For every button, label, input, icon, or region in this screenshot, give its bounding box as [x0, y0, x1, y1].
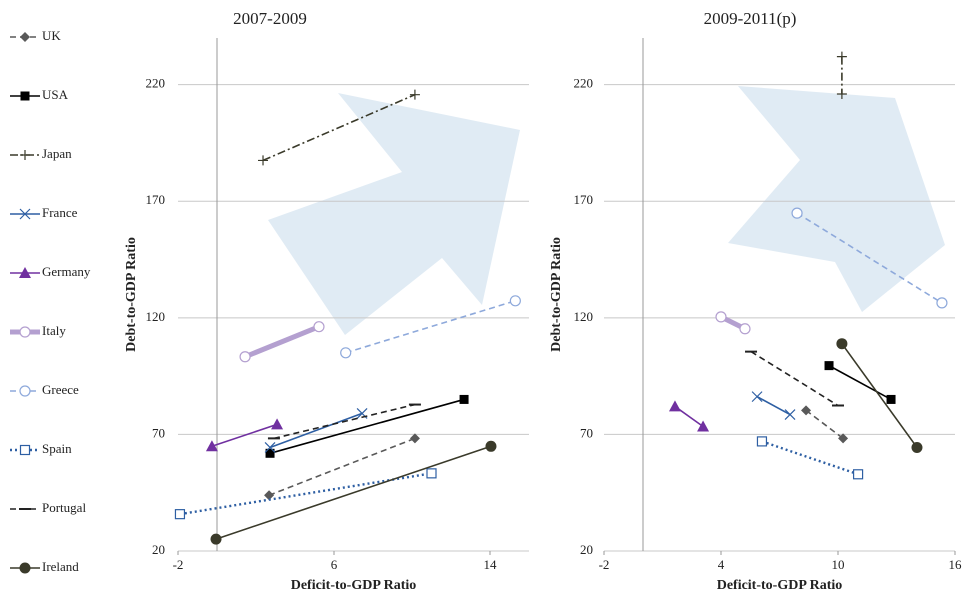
- x-tick-label: 6: [331, 557, 338, 572]
- series-line: [828, 364, 892, 401]
- marker: [836, 88, 847, 99]
- marker: [459, 394, 469, 404]
- legend-label: Italy: [42, 323, 66, 338]
- legend-label: Germany: [42, 264, 91, 279]
- plots: 2007-2009 Deficit-to-GDP Ratio Debt-to-GDP…: [124, 9, 962, 593]
- panel-title: 2007-2009: [233, 9, 307, 28]
- y-tick-label: 20: [580, 542, 593, 557]
- series-line: [211, 423, 278, 448]
- trend-arrow: [728, 86, 945, 312]
- marker: [426, 468, 437, 479]
- marker: [265, 448, 275, 458]
- marker: [697, 420, 710, 432]
- panel-title: 2009-2011(p): [704, 9, 797, 28]
- legend-label: Japan: [42, 146, 72, 161]
- panel: 2007-2009 Deficit-to-GDP Ratio Debt-to-GDP…: [124, 9, 529, 593]
- y-tick-label: 70: [580, 425, 593, 440]
- marker: [19, 208, 31, 220]
- y-tick-label: 70: [152, 425, 165, 440]
- marker: [852, 469, 864, 480]
- marker: [836, 338, 848, 350]
- marker: [886, 394, 896, 404]
- legend-label: Portugal: [42, 500, 86, 515]
- legend-label: UK: [42, 28, 61, 43]
- marker: [824, 361, 834, 371]
- series-line: [244, 324, 320, 360]
- marker: [20, 32, 30, 42]
- marker: [19, 267, 31, 278]
- marker: [838, 433, 849, 444]
- marker: [239, 351, 251, 363]
- marker: [751, 391, 763, 403]
- series-line: [841, 343, 918, 448]
- y-axis-label: Debt-to-GDP Ratio: [549, 237, 564, 352]
- marker: [409, 89, 420, 100]
- marker: [936, 297, 948, 309]
- marker: [340, 347, 352, 359]
- series-line: [269, 412, 363, 449]
- marker: [409, 433, 420, 444]
- marker: [739, 323, 751, 335]
- x-tick-label: 16: [949, 557, 963, 572]
- marker: [509, 295, 521, 307]
- marker: [20, 91, 30, 101]
- legend-label: France: [42, 205, 78, 220]
- panel: 2009-2011(p) Deficit-to-GDP Ratio Debt-to-…: [549, 9, 962, 593]
- y-tick-label: 220: [574, 76, 594, 91]
- series-line: [273, 403, 416, 440]
- marker: [19, 385, 31, 397]
- marker: [756, 436, 768, 447]
- series-line: [750, 350, 839, 407]
- marker: [801, 405, 812, 416]
- y-axis-label: Debt-to-GDP Ratio: [124, 237, 139, 352]
- marker: [836, 51, 847, 62]
- marker: [210, 533, 222, 545]
- marker: [264, 490, 275, 501]
- x-tick-label: 4: [718, 557, 725, 572]
- legend-label: Greece: [42, 382, 79, 397]
- marker: [911, 441, 923, 453]
- series-line: [269, 398, 465, 455]
- marker: [19, 562, 31, 574]
- legend-label: Spain: [42, 441, 72, 456]
- x-tick-label: -2: [173, 557, 184, 572]
- marker: [19, 326, 31, 338]
- legend: UK USA Japan France Germany Italy Greece Spain P…: [10, 28, 91, 574]
- marker: [258, 155, 269, 166]
- series-line: [796, 212, 943, 304]
- y-tick-label: 120: [574, 309, 594, 324]
- marker: [19, 444, 31, 456]
- trend-arrow: [268, 93, 520, 335]
- y-tick-label: 170: [146, 192, 166, 207]
- y-tick-label: 20: [152, 542, 165, 557]
- x-tick-label: 10: [832, 557, 845, 572]
- marker: [264, 442, 276, 453]
- marker: [668, 400, 681, 412]
- series-line: [262, 93, 416, 162]
- marker: [715, 311, 727, 323]
- marker: [174, 509, 186, 520]
- legend-label: Ireland: [42, 559, 79, 574]
- marker: [784, 409, 796, 421]
- marker: [20, 150, 30, 160]
- marker: [313, 321, 325, 333]
- y-tick-label: 170: [574, 192, 594, 207]
- series-line: [215, 445, 492, 540]
- marker: [485, 440, 497, 452]
- legend-label: USA: [42, 87, 69, 102]
- series-line: [756, 395, 791, 416]
- marker: [205, 440, 218, 452]
- series-line: [268, 437, 416, 497]
- series-line: [761, 440, 859, 476]
- x-tick-label: 14: [484, 557, 498, 572]
- marker: [271, 418, 284, 430]
- series-line: [805, 409, 844, 440]
- x-tick-label: -2: [599, 557, 610, 572]
- y-tick-label: 220: [146, 76, 166, 91]
- marker: [791, 207, 803, 219]
- y-tick-label: 120: [146, 309, 166, 324]
- x-axis-label: Deficit-to-GDP Ratio: [291, 578, 417, 593]
- x-axis-label: Deficit-to-GDP Ratio: [717, 578, 843, 593]
